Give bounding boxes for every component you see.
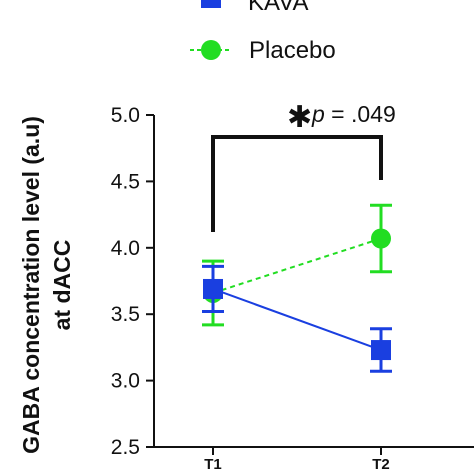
y-tick-label: 3.5 — [111, 303, 140, 326]
y-axis-title-line2: at dACC — [49, 240, 75, 331]
y-tick-label: 4.5 — [111, 170, 140, 193]
legend: KAVA Placebo — [190, 0, 336, 64]
significance-annotation: ✱ p = .049 — [211, 100, 396, 232]
y-tick-label: 3.0 — [111, 370, 140, 393]
data-point-kava-t2 — [371, 340, 391, 361]
y-ticks: 2.5 3.0 3.5 4.0 4.5 5.0 — [111, 104, 154, 459]
legend-kava-marker — [201, 0, 221, 8]
data-point-kava-t1 — [203, 278, 223, 299]
significance-p-value: p = .049 — [311, 101, 396, 127]
significance-value: = .049 — [325, 101, 396, 127]
data-point-placebo-t2 — [371, 228, 391, 249]
significance-bracket — [211, 135, 383, 232]
significance-star: ✱ — [287, 100, 312, 135]
significance-p: p — [311, 101, 325, 127]
axes — [153, 115, 474, 448]
series-placebo — [202, 203, 392, 327]
y-tick-label: 5.0 — [111, 104, 140, 127]
legend-placebo-marker — [201, 40, 221, 60]
x-tick-label-t2: T2 — [372, 456, 390, 473]
y-tick-label: 4.0 — [111, 237, 140, 260]
x-tick-label-t1: T1 — [204, 456, 222, 473]
y-axis-title: GABA concentration level (a.u) at dACC — [18, 116, 75, 454]
series-kava — [202, 264, 392, 373]
y-axis-title-line1: GABA concentration level (a.u) — [18, 116, 44, 454]
legend-placebo-label: Placebo — [249, 37, 336, 64]
x-ticks: T1 T2 — [204, 447, 390, 473]
series-line-kava — [212, 288, 382, 351]
y-tick-label: 2.5 — [111, 436, 140, 459]
legend-kava-label: KAVA — [248, 0, 308, 16]
series-line-placebo — [212, 237, 382, 294]
series-layer — [202, 203, 392, 373]
